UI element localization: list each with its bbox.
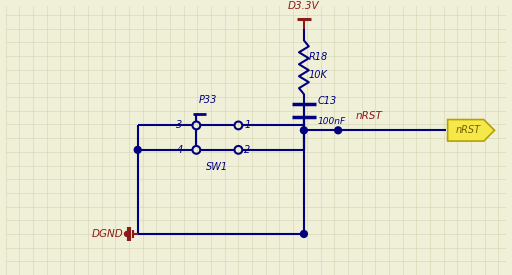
Text: 3: 3 [177, 120, 183, 130]
Circle shape [335, 127, 342, 134]
Circle shape [134, 147, 141, 153]
Text: 10K: 10K [309, 70, 328, 80]
Text: 1: 1 [244, 120, 250, 130]
Text: R18: R18 [309, 53, 328, 62]
Text: SW1: SW1 [206, 162, 228, 172]
Text: nRST: nRST [356, 111, 382, 120]
Text: 100nF: 100nF [317, 117, 346, 126]
Text: D3.3V: D3.3V [288, 1, 319, 11]
Polygon shape [447, 120, 495, 141]
Text: P33: P33 [198, 95, 217, 105]
Text: 4: 4 [177, 145, 183, 155]
Text: 2: 2 [244, 145, 250, 155]
Circle shape [124, 232, 130, 236]
Text: DGND: DGND [92, 229, 123, 239]
Circle shape [301, 230, 307, 237]
Circle shape [301, 127, 307, 134]
Text: C13: C13 [317, 96, 337, 106]
Text: nRST: nRST [456, 125, 481, 135]
